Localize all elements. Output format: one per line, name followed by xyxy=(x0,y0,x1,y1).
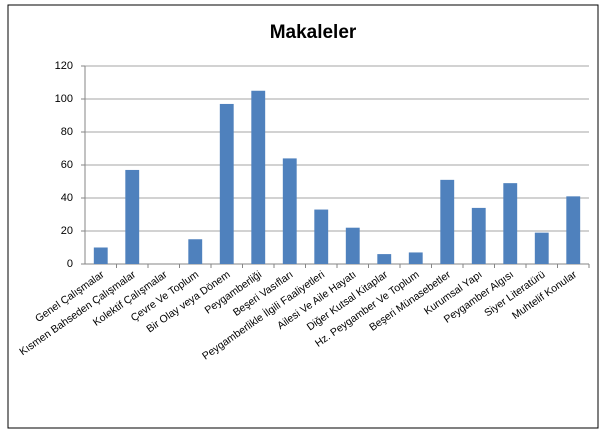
bar xyxy=(503,183,518,264)
bar xyxy=(566,196,581,264)
bar xyxy=(440,179,455,264)
bar xyxy=(314,209,329,264)
y-tick-label: 60 xyxy=(61,159,73,171)
bar xyxy=(345,227,360,264)
bar xyxy=(188,239,203,264)
bar xyxy=(219,103,234,264)
y-tick-label: 100 xyxy=(55,93,73,105)
bar xyxy=(471,207,486,264)
chart-title: Makaleler xyxy=(270,22,357,43)
bar xyxy=(282,158,297,264)
chart-frame xyxy=(7,4,599,429)
bar xyxy=(377,254,392,264)
y-tick-label: 120 xyxy=(55,60,73,72)
bar xyxy=(93,247,108,264)
bar xyxy=(251,90,266,264)
y-tick-label: 20 xyxy=(61,225,73,237)
bar xyxy=(125,169,140,264)
bar xyxy=(408,252,423,264)
y-tick-label: 80 xyxy=(61,126,73,138)
bar xyxy=(534,232,549,264)
y-tick-label: 40 xyxy=(61,192,73,204)
y-tick-label: 0 xyxy=(67,258,73,270)
